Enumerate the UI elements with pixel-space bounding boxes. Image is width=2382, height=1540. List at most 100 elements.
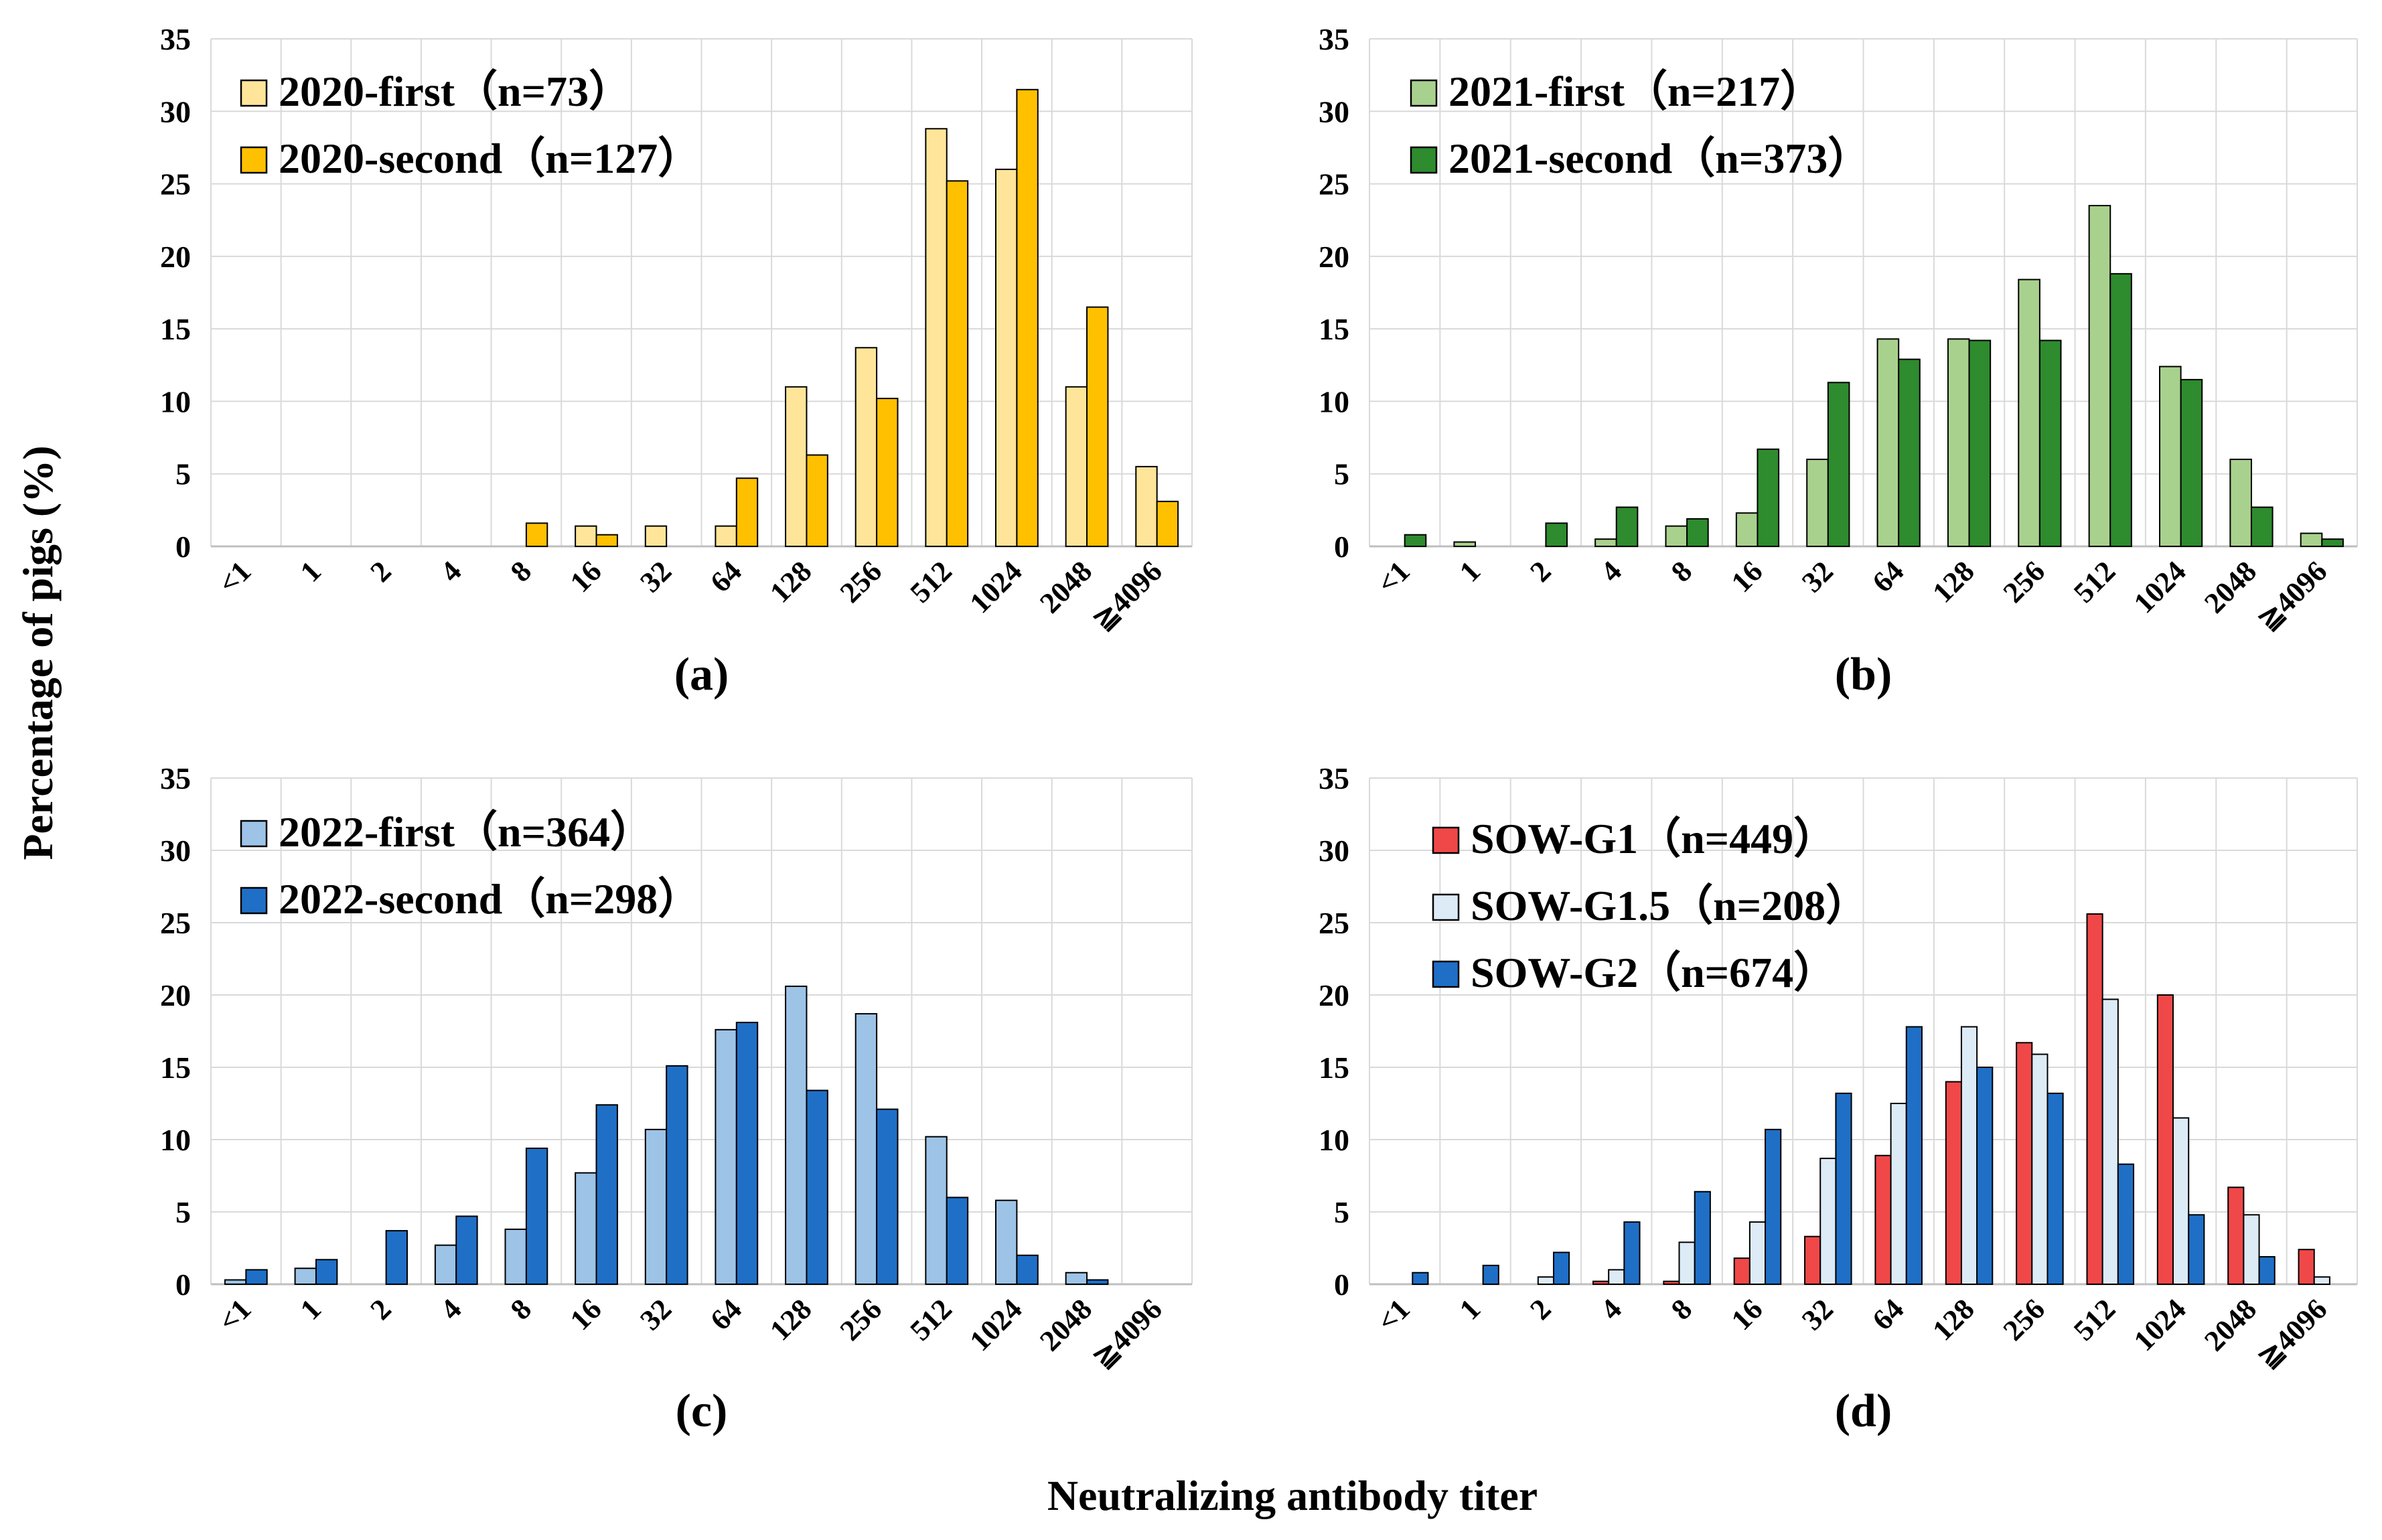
y-tick-label: 20 (1319, 240, 1349, 274)
y-tick-label: 0 (1334, 1267, 1349, 1302)
y-tick-label: 5 (175, 457, 191, 491)
y-tick-label: 30 (1319, 834, 1349, 868)
bar-1-7 (644, 525, 668, 547)
bar-1-11 (925, 128, 948, 547)
bar-1-8 (1876, 338, 1900, 547)
bar-3-2 (1482, 1264, 1499, 1286)
y-tick-label: 35 (1319, 761, 1349, 795)
bar-1-9 (785, 386, 808, 547)
bar-3-7 (1835, 1092, 1852, 1285)
bar-2-14 (1156, 500, 1179, 547)
legend-swatch-2 (1410, 146, 1438, 174)
y-tick-label: 15 (1319, 312, 1349, 346)
bar-1-13 (1065, 1272, 1088, 1285)
legend-label-2: 2020-second（n=127） (279, 135, 700, 182)
bar-2-10 (876, 398, 899, 548)
bar-2-2 (315, 1259, 338, 1286)
bar-2-11 (2101, 998, 2119, 1285)
y-tick-label: 30 (160, 834, 191, 868)
bar-2-4 (1608, 1269, 1625, 1286)
y-tick-label: 10 (160, 1123, 191, 1157)
bar-1-6 (1733, 1257, 1751, 1285)
bar-2-5 (1686, 518, 1709, 548)
y-tick-label: 35 (1319, 22, 1349, 56)
y-tick-label: 20 (1319, 978, 1349, 1012)
legend-swatch-2 (1432, 893, 1460, 921)
bar-2-10 (2038, 339, 2062, 547)
bar-2-5 (525, 1147, 548, 1285)
bar-2-8 (1890, 1103, 1907, 1285)
y-tick-label: 5 (175, 1195, 191, 1229)
bar-1-12 (2156, 994, 2174, 1285)
legend-swatch-1 (240, 820, 268, 848)
bar-3-5 (1694, 1190, 1711, 1286)
bar-2-13 (2243, 1214, 2260, 1285)
bar-3-8 (1905, 1026, 1923, 1286)
bar-3-11 (2117, 1163, 2135, 1285)
y-tick-label: 15 (1319, 1051, 1349, 1085)
y-tick-label: 10 (1319, 384, 1349, 418)
bar-2-9 (806, 454, 828, 547)
bar-3-10 (2046, 1092, 2064, 1285)
y-tick-label: 10 (160, 384, 191, 418)
panel-label: (c) (676, 1385, 728, 1437)
bar-2-5 (525, 522, 548, 547)
bar-1-10 (2016, 1042, 2033, 1286)
bar-1-5 (1663, 1280, 1680, 1286)
bar-1-7 (1804, 1235, 1821, 1285)
bar-1-5 (504, 1228, 527, 1286)
bar-1-13 (2227, 1186, 2245, 1286)
bar-2-9 (1968, 339, 1992, 547)
bar-1-8 (715, 1028, 737, 1285)
y-tick-label: 5 (1334, 457, 1349, 491)
bar-2-3 (385, 1230, 408, 1285)
bar-1-10 (854, 1013, 878, 1285)
y-tick-label: 35 (160, 761, 191, 795)
legend-label-1: 2021-first（n=217） (1448, 68, 1823, 115)
y-tick-label: 25 (160, 167, 191, 202)
legend-swatch-2 (240, 146, 268, 174)
y-tick-label: 5 (1334, 1195, 1349, 1229)
bar-2-7 (1827, 382, 1850, 547)
bar-1-6 (575, 1172, 597, 1286)
bar-2-12 (2172, 1117, 2190, 1285)
bar-1-12 (995, 168, 1018, 547)
bar-1-14 (2298, 1249, 2315, 1286)
bar-1-6 (1735, 512, 1759, 548)
bar-1-2 (294, 1267, 317, 1285)
bar-3-13 (2258, 1255, 2276, 1285)
bar-2-13 (1086, 1279, 1109, 1286)
legend-swatch-1 (1432, 826, 1460, 854)
x-axis-title: Neutralizing antibody titer (1047, 1472, 1538, 1519)
bar-2-10 (876, 1108, 899, 1285)
bar-2-6 (1757, 448, 1780, 548)
bar-1-1 (224, 1279, 247, 1286)
bar-2-13 (2250, 506, 2274, 547)
panel-label: (a) (674, 649, 729, 700)
y-tick-label: 30 (160, 94, 191, 129)
panel-label: (d) (1835, 1385, 1892, 1437)
bar-1-12 (995, 1199, 1018, 1285)
bar-2-11 (946, 180, 969, 547)
bar-2-8 (1898, 358, 1921, 547)
legend-label-2: SOW-G1.5（n=208） (1471, 882, 1868, 929)
legend-swatch-3 (1432, 960, 1460, 988)
y-tick-label: 0 (175, 530, 191, 564)
bar-1-8 (1874, 1154, 1892, 1286)
legend-label-1: SOW-G1（n=449） (1471, 815, 1836, 862)
bar-2-13 (1086, 306, 1109, 547)
bar-2-12 (1016, 1254, 1039, 1286)
legend-swatch-2 (240, 887, 268, 915)
bar-1-9 (785, 986, 808, 1286)
bar-1-11 (2088, 205, 2111, 547)
panel-label: (b) (1835, 649, 1892, 700)
bar-1-4 (1592, 1280, 1610, 1286)
bar-1-9 (1945, 1081, 1962, 1285)
bar-1-10 (2018, 279, 2040, 547)
legend-swatch-1 (1410, 79, 1438, 107)
bar-2-6 (595, 1104, 618, 1286)
bar-2-5 (1678, 1241, 1696, 1285)
legend-label-2: 2022-second（n=298） (279, 875, 700, 923)
